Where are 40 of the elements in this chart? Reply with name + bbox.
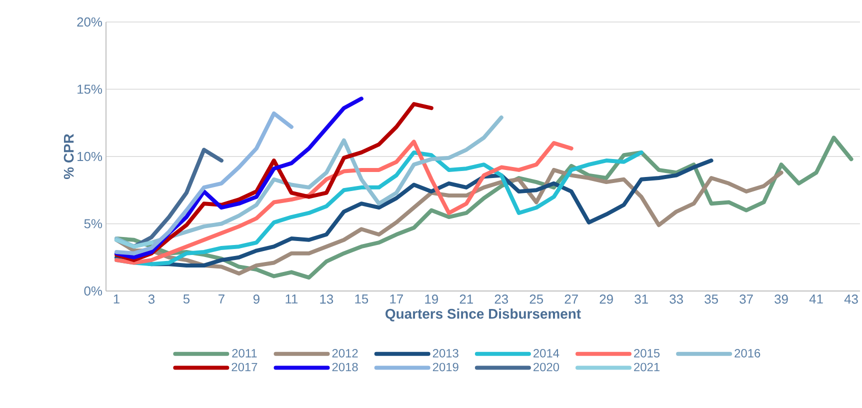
x-tick-label: 1 [114,294,120,304]
x-tick-label: 43 [844,294,858,304]
legend-label: 2018 [332,362,358,372]
x-tick-label: 31 [634,294,648,304]
legend-label: 2012 [332,348,358,358]
legend-label: 2021 [634,362,660,372]
x-tick-label: 39 [774,294,788,304]
legend-label: 2020 [534,362,560,372]
x-axis-title: Quarters Since Disbursement [386,308,581,322]
x-tick-label: 9 [253,294,260,304]
x-tick-label: 33 [670,294,683,304]
x-tick-label: 5 [183,294,190,304]
legend-label: 2016 [734,348,760,358]
legend-label: 2019 [432,362,458,372]
legend-label: 2013 [432,348,458,358]
y-tick-label: 20% [77,17,102,27]
x-tick-label: 27 [564,294,578,304]
y-tick-label: 10% [78,152,102,162]
legend-label: 2015 [634,348,660,358]
y-tick-label: 15% [78,84,102,94]
legend-label: 2017 [232,362,258,372]
x-tick-label: 7 [218,294,224,304]
x-tick-label: 41 [809,294,823,304]
x-tick-label: 3 [148,294,155,304]
y-axis-title: % CPR [64,134,74,180]
x-tick-label: 19 [425,294,438,304]
y-tick-label: 5% [84,219,102,228]
legend-label: 2011 [232,348,257,358]
y-tick-label: 0% [84,286,102,296]
x-tick-label: 35 [704,294,718,304]
x-tick-label: 37 [740,294,753,304]
x-tick-label: 29 [600,294,613,304]
x-tick-label: 17 [390,294,403,304]
x-tick-label: 21 [460,294,473,304]
x-tick-label: 11 [286,294,298,304]
x-tick-label: 23 [494,294,508,304]
x-tick-label: 15 [355,294,368,304]
legend-label: 2014 [534,348,560,358]
x-tick-label: 13 [320,294,334,304]
x-tick-label: 25 [530,294,544,304]
